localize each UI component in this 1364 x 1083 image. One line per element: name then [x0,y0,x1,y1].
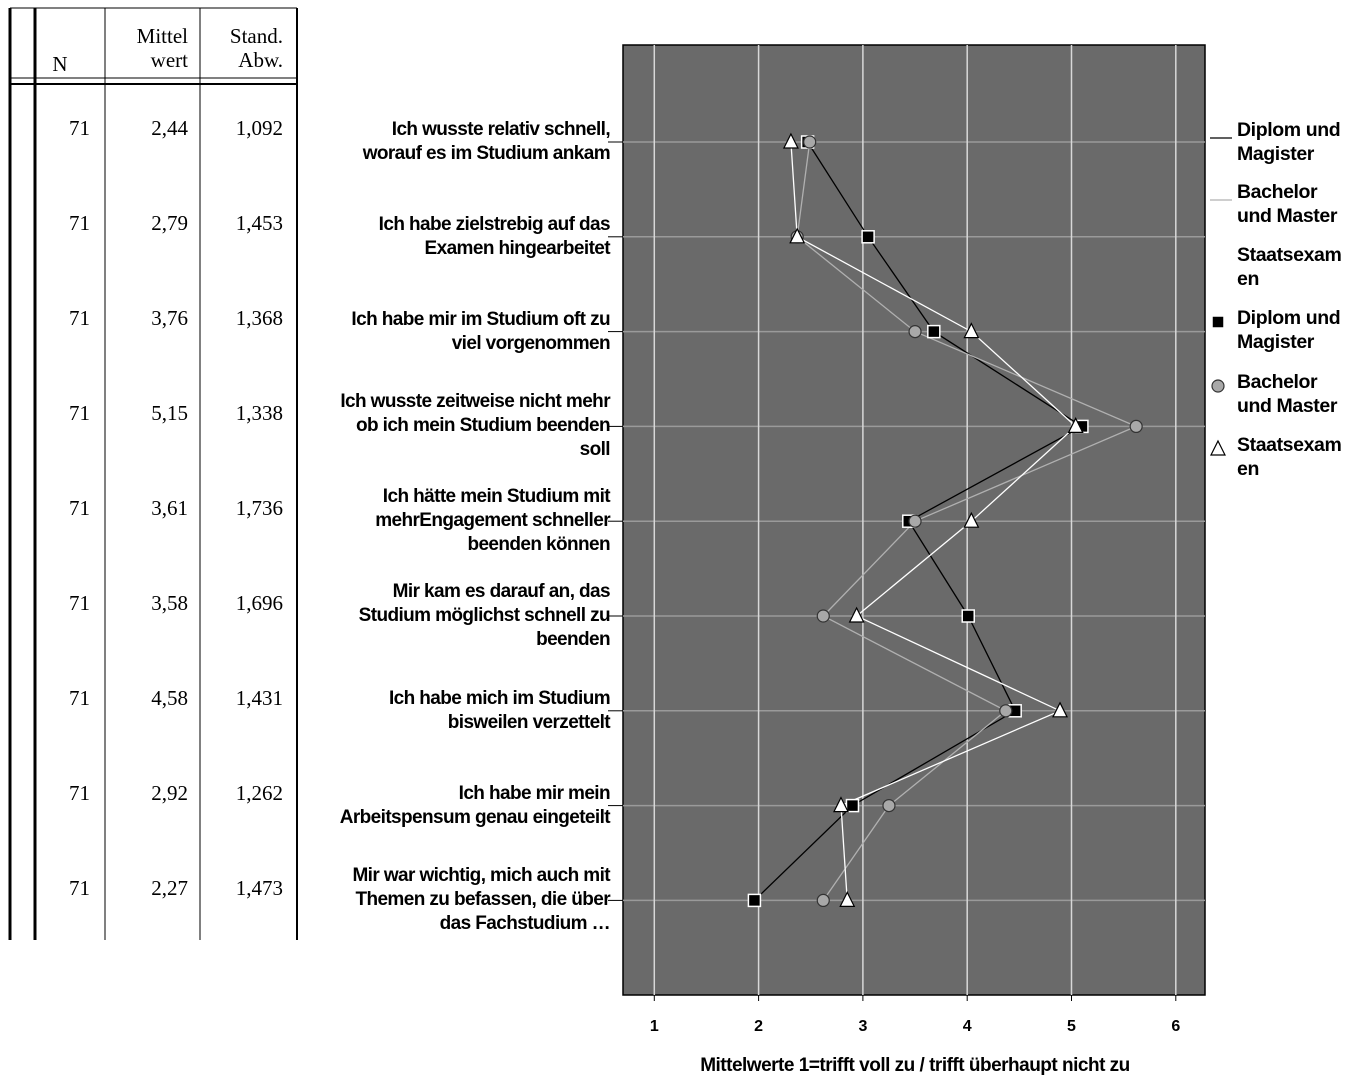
marker [816,893,830,908]
legend-marker [1211,379,1225,393]
marker [963,511,980,528]
table-cell: 71 [69,496,90,520]
y-tick-label: Ich habe mir im Studium oft zu viel vorg… [351,308,610,354]
y-tick-label: Ich wusste relativ schnell, worauf es im… [362,119,611,164]
x-axis-title: Mittelwerte 1=trifft voll zu / trifft üb… [700,1055,1130,1076]
table-cell: 3,58 [151,591,188,615]
marker [1129,419,1143,433]
table-cell: 1,262 [235,781,283,805]
y-tick-label: Ich habe mir mein Arbeitspensum genau ei… [339,782,611,828]
table-cell: 71 [69,306,90,330]
marker [816,609,830,623]
marker [803,135,817,149]
marker [789,227,806,244]
y-tick-label: Ich habe mich im Studium bisweilen verze… [388,687,611,733]
x-tick-label: 6 [1171,1018,1180,1035]
legend-marker [1210,439,1226,456]
marker [963,322,980,339]
legend-label: Bachelor und Master [1237,181,1338,227]
marker [1067,417,1084,433]
legend-label: Diplom und Magister [1237,307,1341,353]
x-tick-label: 5 [1067,1018,1076,1035]
table-cell: 2,44 [151,116,188,140]
table-header: N [52,52,68,76]
marker [848,606,865,623]
table-cell: 1,736 [235,496,283,520]
table-cell: 2,79 [151,211,188,235]
marker [927,324,941,339]
table-cell: 71 [69,211,90,235]
marker [839,891,856,907]
marker [747,893,762,908]
x-tick-label: 2 [754,1018,763,1035]
table-cell: 71 [69,781,90,805]
table-cell: 1,696 [235,591,283,615]
table-cell: 71 [69,876,90,900]
table-cell: 3,76 [151,306,188,330]
legend-marker [1211,315,1225,329]
legend-label: Staatsexamen [1237,244,1342,290]
legend-label: Diplom und Magister [1237,119,1341,165]
table-cell: 4,58 [151,686,188,710]
table-cell: 3,61 [151,496,188,520]
table-cell: 71 [69,591,90,615]
table-cell: 1,431 [235,686,283,710]
marker [999,704,1013,718]
marker [782,132,799,149]
legend-label: Staatsexamen [1237,434,1342,480]
legend-label: Bachelor und Master [1237,371,1338,417]
table-cell: 2,92 [151,781,188,805]
marker [908,514,922,528]
table-cell: 1,453 [235,211,283,235]
table-cell: 71 [69,116,90,140]
table-cell: 1,338 [235,401,283,425]
y-tick-label: Ich wusste zeitweise nicht mehr ob ich m… [340,391,610,461]
table-cell: 71 [69,401,90,425]
y-tick-label: Mir kam es darauf an, das Studium möglic… [358,581,611,650]
table-header: Mittel wert [136,24,188,72]
table-cell: 71 [69,686,90,710]
table-cell: 5,15 [151,401,188,425]
x-tick-label: 1 [650,1018,659,1035]
marker [845,798,860,813]
marker [1052,701,1068,718]
marker [961,609,975,623]
marker [861,230,875,244]
table-cell: 1,368 [235,306,283,330]
table-cell: 1,092 [235,116,283,140]
marker [833,796,849,813]
marker [908,325,922,339]
table-header: Stand. Abw. [229,24,283,72]
y-tick-label: Ich hätte mein Studium mit mehrEngagemen… [375,486,610,556]
table-cell: 2,27 [151,876,188,900]
x-tick-label: 3 [858,1018,867,1035]
table-cell: 1,473 [235,876,283,900]
x-tick-label: 4 [963,1018,972,1035]
y-tick-label: Ich habe zielstrebig auf das Examen hing… [378,213,611,259]
marker [882,798,896,813]
y-tick-label: Mir war wichtig, mich auch mit Themen zu… [352,865,610,935]
